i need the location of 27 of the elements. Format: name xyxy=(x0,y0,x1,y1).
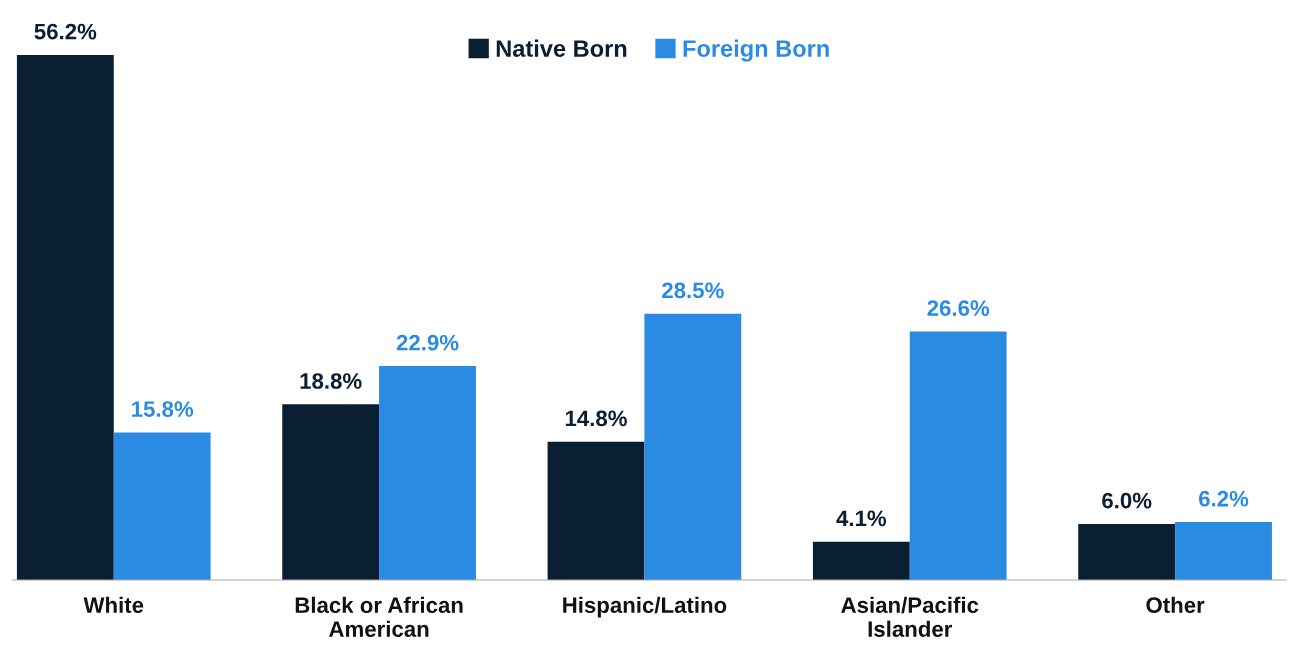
data-label: 26.6% xyxy=(927,300,990,316)
data-label: 15.8% xyxy=(132,401,194,417)
bar xyxy=(113,432,211,581)
bar xyxy=(282,404,380,581)
x-tick-label: Black or African American xyxy=(295,596,463,637)
bar xyxy=(1078,523,1176,581)
data-label: 22.9% xyxy=(396,334,459,351)
x-tick-label: Hispanic/Latino xyxy=(563,596,727,618)
bar xyxy=(547,441,645,581)
bar xyxy=(1175,522,1272,581)
bar xyxy=(16,54,114,581)
x-tick-label: Asian/Pacific Islander xyxy=(841,596,979,637)
data-label: 6.2% xyxy=(1199,490,1249,507)
data-label: 56.2% xyxy=(34,23,97,40)
data-label: 4.1% xyxy=(836,510,887,527)
data-label: 14.8% xyxy=(565,410,627,427)
bar xyxy=(644,313,742,581)
bar xyxy=(812,541,910,581)
x-tick-label: White xyxy=(83,596,144,614)
bar xyxy=(379,366,476,581)
data-label: 6.0% xyxy=(1102,492,1152,509)
legend-label: Foreign Born xyxy=(683,39,829,62)
x-tick-label: Other xyxy=(1146,596,1205,614)
legend-label: Native Born xyxy=(496,39,627,57)
data-label: 28.5% xyxy=(662,282,724,299)
data-label: 18.8% xyxy=(300,373,362,389)
bar xyxy=(909,331,1007,581)
